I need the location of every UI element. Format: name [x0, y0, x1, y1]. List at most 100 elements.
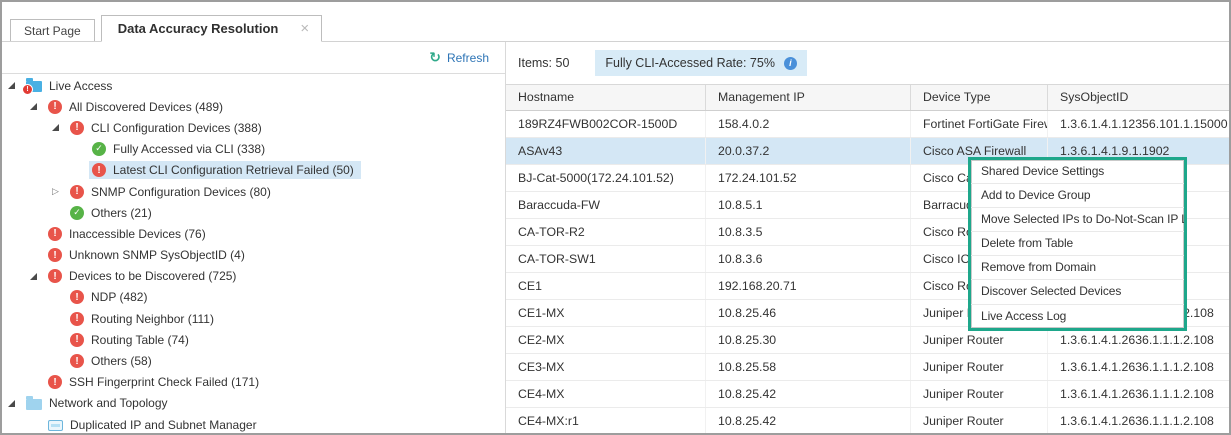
tree-item[interactable]: ! Routing Neighbor (111)	[2, 308, 505, 329]
cell-hostname: CA-TOR-SW1	[506, 246, 706, 272]
tree-item-content: ! Routing Neighbor (111)	[67, 310, 221, 328]
tree-item-label: NDP (482)	[91, 290, 148, 305]
context-menu-item-shared-device-settings[interactable]: Shared Device Settings	[971, 160, 1184, 185]
table-row[interactable]: 189RZ4FWB002COR-1500D 158.4.0.2 Fortinet F…	[506, 111, 1229, 138]
error-icon: !	[92, 163, 106, 178]
cell-management-ip: 10.8.25.42	[706, 408, 911, 433]
table-header-row: Hostname Management IP Device Type SysObjec…	[506, 84, 1229, 111]
tree-item-content: Live Access	[22, 77, 119, 96]
cell-management-ip: 10.8.5.1	[706, 192, 911, 218]
tree-item-content: ! Inaccessible Devices (76)	[45, 225, 213, 243]
context-menu-item-live-access-log[interactable]: Live Access Log	[981, 308, 1067, 323]
tree-item[interactable]: Live Access	[2, 75, 505, 96]
tree-item-label: Others (21)	[91, 205, 152, 220]
cell-management-ip: 10.8.25.46	[706, 300, 911, 326]
tree-item[interactable]: ! CLI Configuration Devices (388)	[2, 117, 505, 138]
collapse-arrow-icon[interactable]	[30, 103, 45, 110]
cell-hostname: CE1	[506, 273, 706, 299]
cell-device-type: Fortinet FortiGate Firew...	[911, 111, 1048, 137]
cell-hostname: BJ-Cat-5000(172.24.101.52)	[506, 165, 706, 191]
tree-item-content: ! SNMP Configuration Devices (80)	[67, 183, 278, 201]
cell-hostname: CE2-MX	[506, 327, 706, 353]
collapse-arrow-icon[interactable]	[8, 82, 23, 89]
tree-item-content: ! NDP (482)	[67, 288, 154, 306]
cell-device-type: Juniper Router	[911, 408, 1048, 433]
cell-hostname: CE3-MX	[506, 354, 706, 380]
table-row[interactable]: CE2-MX 10.8.25.30 Juniper Router 1.3.6.1.4.…	[506, 327, 1229, 354]
tree-item-label: Live Access	[49, 78, 113, 93]
column-header-hostname[interactable]: Hostname	[506, 85, 706, 110]
error-icon: !	[70, 184, 84, 199]
collapse-arrow-icon[interactable]	[30, 273, 45, 280]
tree-item[interactable]: Duplicated IP and Subnet Manager	[2, 414, 505, 433]
tree-item[interactable]: Network and Topology	[2, 393, 505, 414]
table-row[interactable]: CE4-MX:r1 10.8.25.42 Juniper Router 1.3.6.1…	[506, 408, 1229, 433]
tree-item-content: ! SSH Fingerprint Check Failed (171)	[45, 373, 266, 391]
cell-management-ip: 10.8.25.42	[706, 381, 911, 407]
table-row[interactable]: CE4-MX 10.8.25.42 Juniper Router 1.3.6.1.4.…	[506, 381, 1229, 408]
tree-item-label: SSH Fingerprint Check Failed (171)	[69, 375, 260, 390]
cell-hostname: Baraccuda-FW	[506, 192, 706, 218]
tree-item-content: ✓ Others (21)	[67, 204, 159, 222]
tree-item[interactable]: ! NDP (482)	[2, 287, 505, 308]
expand-arrow-icon[interactable]: ▷	[52, 186, 59, 197]
collapse-arrow-icon[interactable]	[52, 124, 67, 131]
error-icon: !	[70, 120, 84, 135]
error-icon: !	[48, 375, 62, 390]
tree-item-label: Inaccessible Devices (76)	[69, 226, 206, 241]
folder-icon	[26, 395, 42, 410]
cell-hostname: CE1-MX	[506, 300, 706, 326]
context-menu-item-move-selected-ips-to-do-not-scan-ip-list[interactable]: Move Selected IPs to Do-Not-Scan IP List	[971, 208, 1184, 233]
tree-item-content: Network and Topology	[23, 394, 175, 412]
tree-item-label: Routing Table (74)	[91, 332, 189, 347]
close-icon[interactable]: ×	[300, 20, 310, 37]
context-menu-item-delete-from-table[interactable]: Delete from Table	[971, 232, 1184, 257]
tab-data-accuracy-resolution[interactable]: Data Accuracy Resolution ×	[100, 15, 323, 42]
tree-item[interactable]: ! Inaccessible Devices (76)	[2, 223, 505, 244]
tree-item-content: ! Unknown SNMP SysObjectID (4)	[45, 246, 252, 264]
info-icon[interactable]: i	[783, 56, 797, 70]
context-menu-item-remove-from-domain[interactable]: Remove from Domain	[971, 256, 1184, 281]
cell-hostname: CA-TOR-R2	[506, 219, 706, 245]
error-icon: !	[48, 248, 62, 263]
column-header-device-type[interactable]: Device Type	[911, 85, 1048, 110]
refresh-button[interactable]: ↻ Refresh	[429, 51, 489, 65]
tree-item-label: Network and Topology	[49, 396, 168, 411]
error-icon: !	[70, 311, 84, 326]
tree-item-label: Others (58)	[91, 354, 152, 369]
tree-item-content: Duplicated IP and Subnet Manager	[45, 416, 264, 433]
cell-sysobjectid: 1.3.6.1.4.1.12356.101.1.15000	[1060, 117, 1228, 131]
error-icon: !	[48, 99, 62, 114]
tab-bar: Start Page Data Accuracy Resolution ×	[2, 2, 1229, 42]
folder-alert-icon	[22, 78, 42, 96]
tree-item[interactable]: ! Unknown SNMP SysObjectID (4)	[2, 245, 505, 266]
context-menu-item-discover-selected-devices[interactable]: Discover Selected Devices	[971, 280, 1184, 305]
collapse-arrow-icon[interactable]	[8, 400, 23, 407]
tree-item[interactable]: ▷ ! SNMP Configuration Devices (80)	[2, 181, 505, 202]
tree-item-label: Routing Neighbor (111)	[91, 311, 214, 326]
tree-item[interactable]: ! Devices to be Discovered (725)	[2, 266, 505, 287]
column-header-management-ip[interactable]: Management IP	[706, 85, 911, 110]
tree-item[interactable]: ✓ Others (21)	[2, 202, 505, 223]
error-icon: !	[70, 332, 84, 347]
items-count: Items: 50	[518, 56, 570, 70]
column-header-sysobjectid[interactable]: SysObjectID	[1060, 90, 1129, 104]
context-menu: Shared Device Settings Add to Device Grou…	[968, 157, 1187, 331]
device-table-panel: Items: 50 Fully CLI-Accessed Rate: 75% i…	[506, 42, 1229, 433]
cell-sysobjectid: 1.3.6.1.4.1.9.1.1902	[1060, 144, 1170, 158]
tree-item[interactable]: ! Others (58)	[2, 350, 505, 371]
cell-management-ip: 192.168.20.71	[706, 273, 911, 299]
context-menu-item-add-to-device-group[interactable]: Add to Device Group	[971, 184, 1184, 209]
tree-item[interactable]: ! All Discovered Devices (489)	[2, 96, 505, 117]
table-status-bar: Items: 50 Fully CLI-Accessed Rate: 75% i	[518, 50, 807, 76]
error-icon: !	[48, 226, 62, 241]
table-row[interactable]: CE3-MX 10.8.25.58 Juniper Router 1.3.6.1.4.…	[506, 354, 1229, 381]
tab-data-accuracy-resolution-label: Data Accuracy Resolution	[117, 21, 279, 36]
tree-item[interactable]: ! Latest CLI Configuration Retrieval Fail…	[2, 160, 505, 181]
tree-toolbar: ↻ Refresh	[2, 42, 505, 74]
tree-item[interactable]: ✓ Fully Accessed via CLI (338)	[2, 139, 505, 160]
tree-item[interactable]: ! SSH Fingerprint Check Failed (171)	[2, 372, 505, 393]
success-icon: ✓	[70, 205, 84, 220]
tab-start-page[interactable]: Start Page	[10, 19, 95, 41]
tree-item[interactable]: ! Routing Table (74)	[2, 329, 505, 350]
